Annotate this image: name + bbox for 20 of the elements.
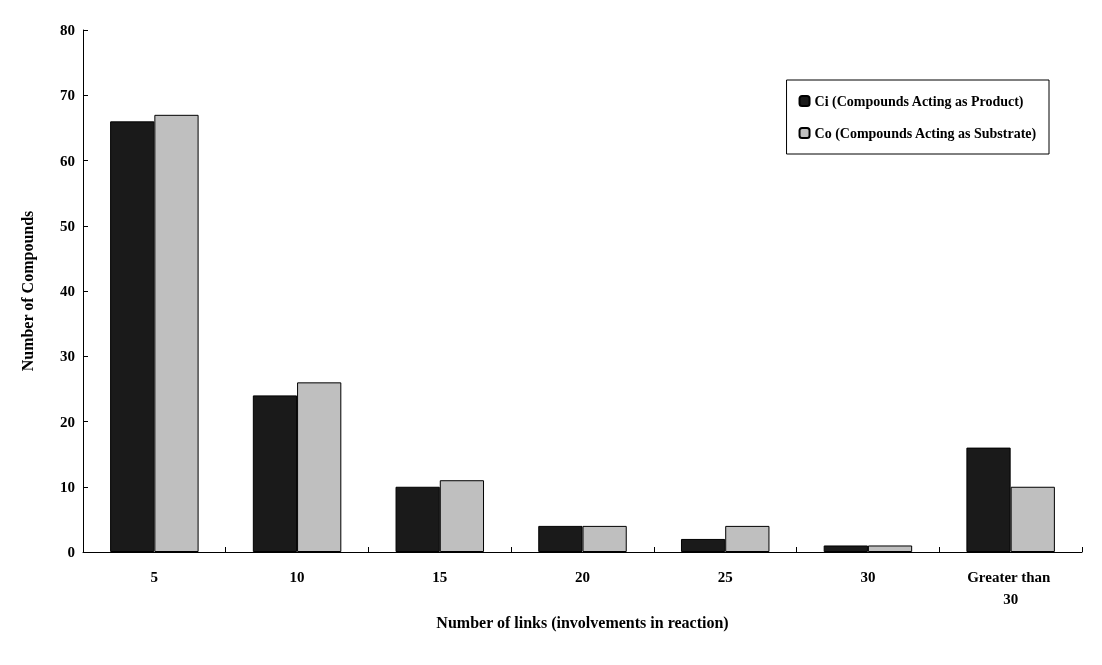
y-tick-label: 30 xyxy=(60,348,75,365)
x-tick-label: 5 xyxy=(150,569,159,585)
x-tick-label: Greater than 30 xyxy=(967,569,1055,607)
x-tick-label: 25 xyxy=(717,569,733,585)
x-tick-label: 20 xyxy=(575,569,590,585)
x-tick-label: 30 xyxy=(860,569,876,585)
y-tick-label: 40 xyxy=(60,283,75,299)
y-tick-label: 0 xyxy=(67,544,75,560)
y-tick-label: 70 xyxy=(60,87,75,104)
y-axis-title: Number of Compounds xyxy=(18,210,37,372)
y-tick-label: 60 xyxy=(60,152,75,169)
legend-label: Co (Compounds Acting as Substrate) xyxy=(814,125,1037,142)
y-tick-label: 20 xyxy=(60,413,75,430)
legend-label: Ci (Compounds Acting as Product) xyxy=(814,93,1024,110)
y-tick-label: 80 xyxy=(60,22,75,38)
y-tick-label: 50 xyxy=(60,217,75,234)
x-tick-label: 15 xyxy=(432,569,448,585)
x-tick-label: 10 xyxy=(289,569,305,585)
y-tick-label: 10 xyxy=(60,478,75,495)
x-axis-title: Number of links (involvements in reaction) xyxy=(436,614,729,633)
